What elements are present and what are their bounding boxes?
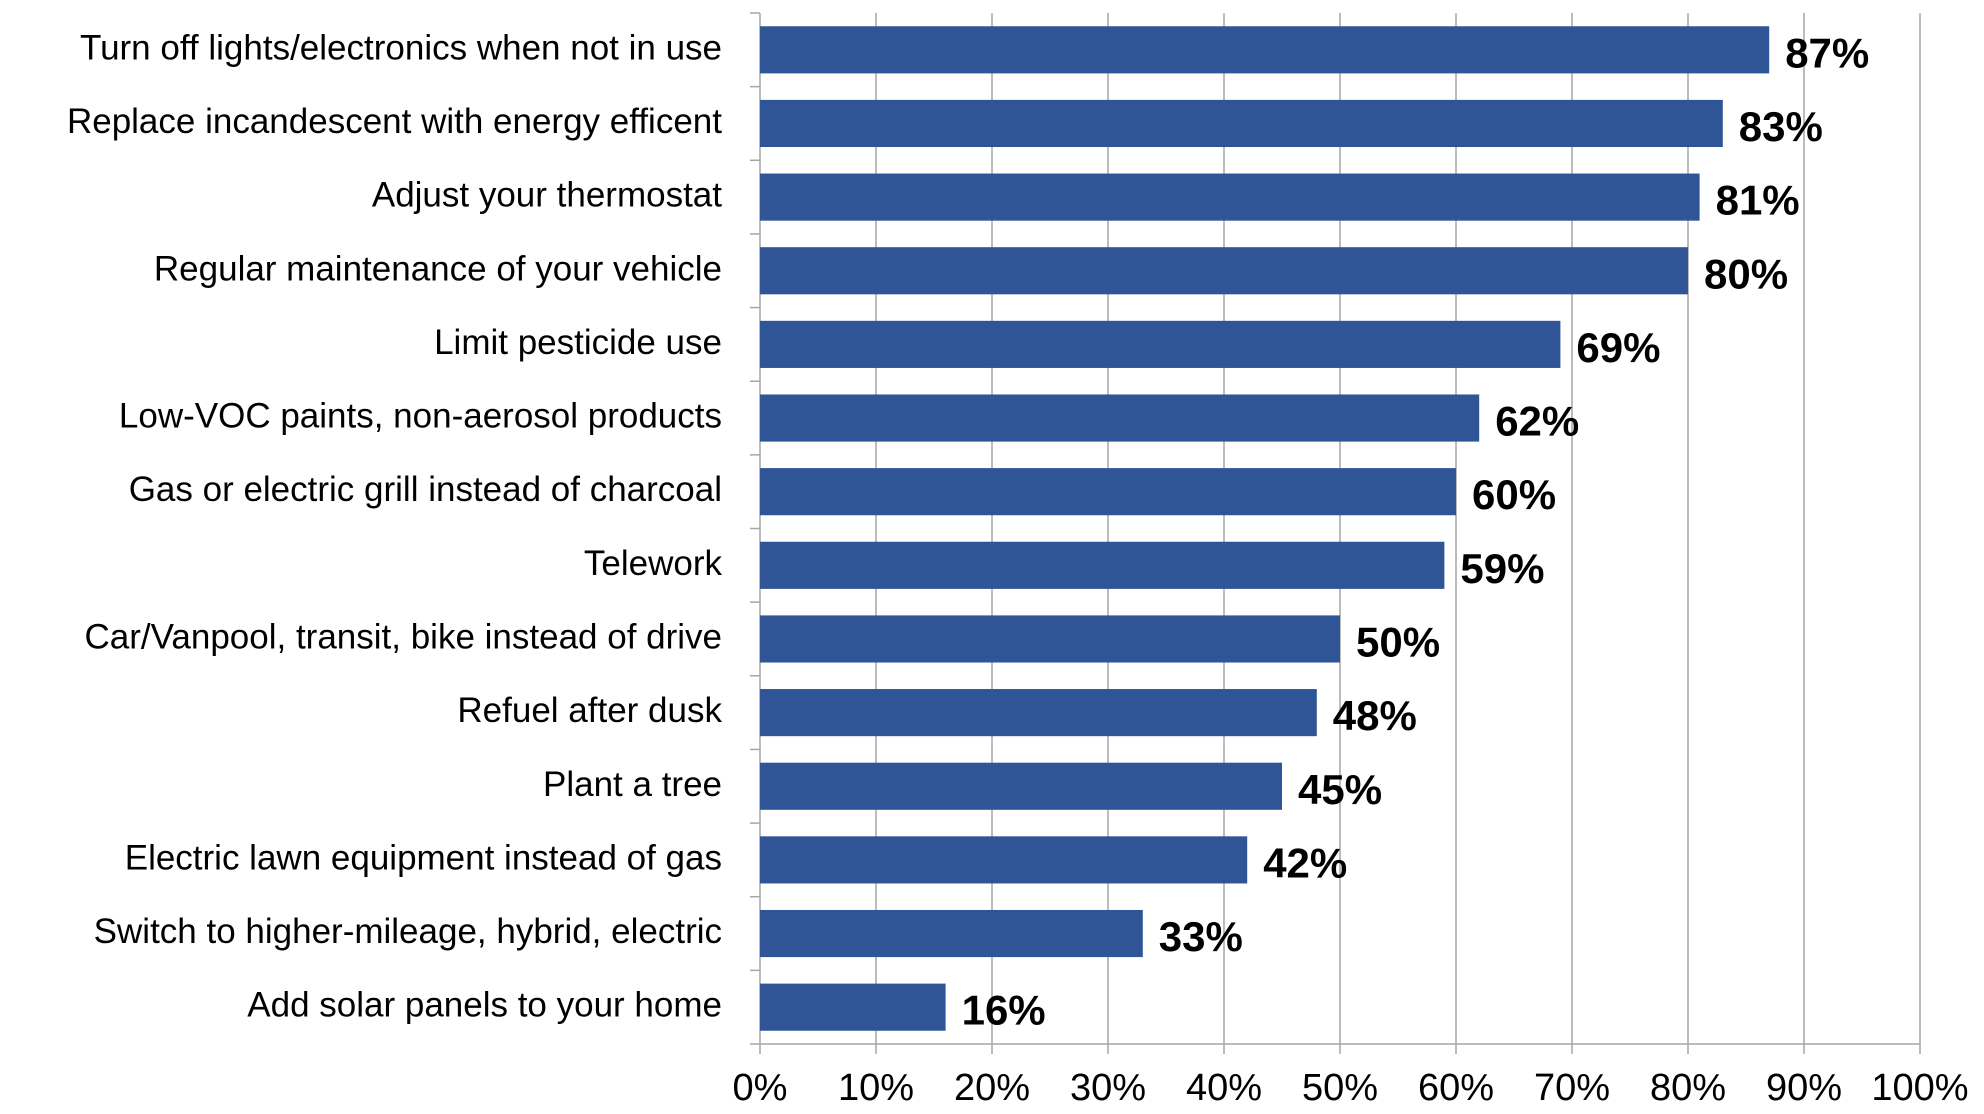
x-tick-label: 30%	[1070, 1067, 1146, 1109]
data-label: 80%	[1704, 250, 1788, 297]
data-label: 59%	[1460, 545, 1544, 592]
x-tick-label: 20%	[954, 1067, 1030, 1109]
data-label: 50%	[1356, 618, 1440, 665]
category-label: Switch to higher-mileage, hybrid, electr…	[94, 912, 722, 951]
data-label: 60%	[1472, 471, 1556, 518]
data-label: 45%	[1298, 766, 1382, 813]
category-label: Replace incandescent with energy efficen…	[67, 102, 722, 141]
bar	[760, 320, 1561, 368]
category-label: Refuel after dusk	[457, 691, 722, 730]
data-labels: 87% 83% 81% 80% 69% 62% 60% 59% 50% 48% 45% 42% 33% 1…	[962, 29, 1870, 1033]
category-label: Turn off lights/electronics when not in …	[80, 28, 722, 67]
data-label: 83%	[1739, 103, 1823, 150]
bars	[760, 26, 1770, 1031]
data-label: 87%	[1785, 29, 1869, 76]
bar	[760, 394, 1480, 442]
data-label: 69%	[1576, 324, 1660, 371]
data-label: 48%	[1333, 692, 1417, 739]
data-label: 81%	[1716, 177, 1800, 224]
x-tick-label: 10%	[838, 1067, 914, 1109]
category-label: Regular maintenance of your vehicle	[154, 249, 722, 288]
x-tick-label: 50%	[1302, 1067, 1378, 1109]
category-label: Telework	[584, 544, 723, 583]
x-tick-label: 80%	[1650, 1067, 1726, 1109]
bar	[760, 99, 1723, 148]
gridlines	[875, 13, 1921, 1044]
x-tick-label: 40%	[1186, 1067, 1262, 1109]
category-label: Low-VOC paints, non-aerosol products	[119, 397, 722, 436]
x-tick-label: 90%	[1766, 1067, 1842, 1109]
x-tick-label: 100%	[1871, 1067, 1968, 1109]
bar	[760, 762, 1282, 810]
bar	[760, 26, 1770, 74]
category-label: Adjust your thermostat	[372, 176, 722, 215]
x-tick-label: 70%	[1534, 1067, 1610, 1109]
x-tick-labels: 0% 10% 20% 30% 40% 50% 60% 70% 80% 90% 100%	[733, 1067, 1969, 1109]
axes	[750, 12, 1921, 1054]
bar	[760, 247, 1688, 295]
bar	[760, 541, 1445, 589]
bar	[760, 983, 946, 1031]
data-label: 42%	[1263, 839, 1347, 886]
category-label: Plant a tree	[543, 765, 722, 804]
x-tick-label: 0%	[733, 1067, 788, 1109]
category-labels: Turn off lights/electronics when not in …	[67, 28, 723, 1024]
category-label: Limit pesticide use	[434, 323, 722, 362]
data-label: 33%	[1159, 913, 1243, 960]
bar	[760, 468, 1456, 516]
bar	[760, 173, 1700, 221]
category-label: Electric lawn equipment instead of gas	[125, 838, 722, 877]
category-label: Add solar panels to your home	[247, 986, 722, 1025]
category-label: Car/Vanpool, transit, bike instead of dr…	[85, 617, 722, 656]
data-label: 16%	[962, 987, 1046, 1034]
category-label: Gas or electric grill instead of charcoa…	[129, 470, 722, 509]
bar	[760, 689, 1317, 737]
bar	[760, 909, 1143, 958]
bar	[760, 836, 1248, 884]
x-tick-label: 60%	[1418, 1067, 1494, 1109]
bar	[760, 615, 1340, 663]
data-label: 62%	[1495, 398, 1579, 445]
